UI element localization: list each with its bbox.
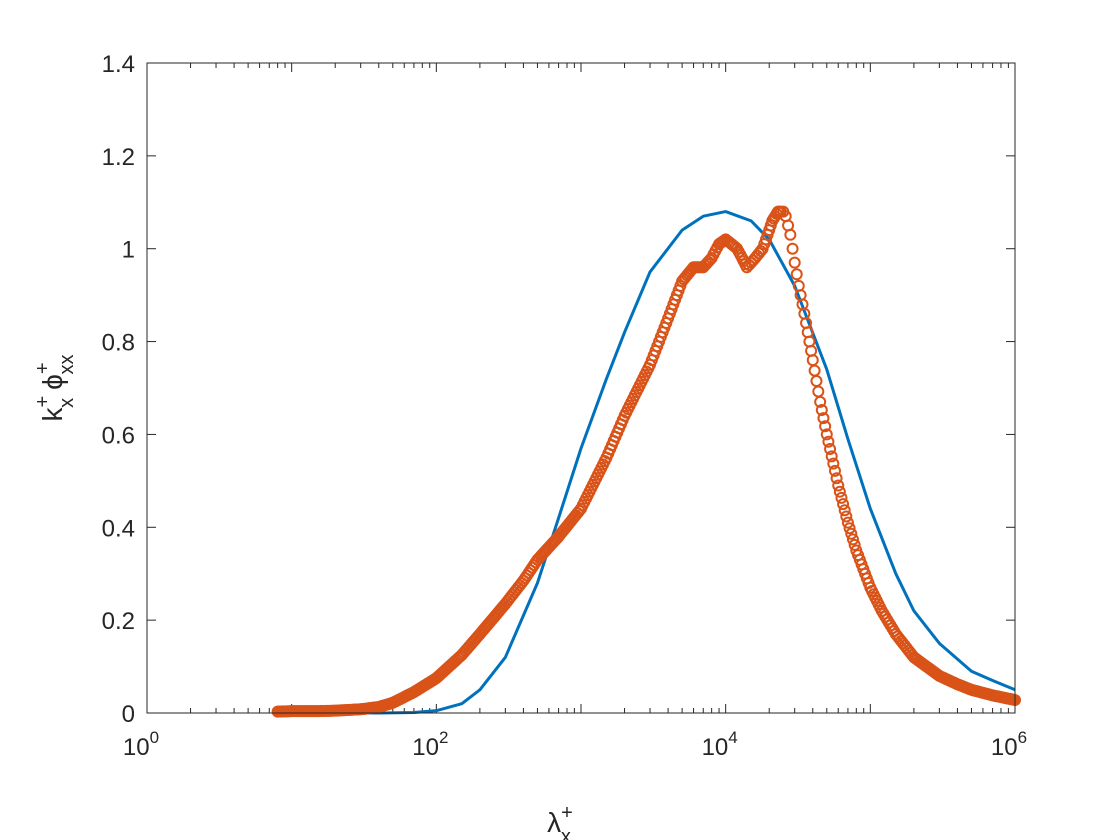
plot-frame xyxy=(146,62,1016,714)
y-axis-label-phi-sub: xx xyxy=(56,354,78,374)
x-axis-label-sup: + xyxy=(561,802,573,824)
data-point xyxy=(825,450,838,463)
data-point xyxy=(843,522,856,535)
y-tick-label: 1.2 xyxy=(102,144,135,171)
x-axis-label-base: λ xyxy=(547,807,561,838)
data-point xyxy=(838,504,851,517)
y-axis-label-phi: ϕ xyxy=(37,374,68,390)
x-axis-label-sub: x xyxy=(561,826,571,840)
data-point xyxy=(790,268,803,281)
y-tick-label: 0.6 xyxy=(102,422,135,449)
data-point xyxy=(828,464,841,477)
x-tick-label-base: 10 xyxy=(123,734,150,761)
y-tick-label: 1 xyxy=(122,237,135,264)
data-point xyxy=(832,479,845,492)
y-axis-label: k+ xϕ+ xx xyxy=(32,354,78,421)
x-tick-label: 106 xyxy=(991,728,1027,761)
y-axis-label-k-sup: + xyxy=(32,396,54,408)
data-point xyxy=(819,420,832,433)
x-tick-label-exp: 0 xyxy=(150,728,159,747)
data-point xyxy=(814,395,827,408)
series-layer xyxy=(271,205,1021,718)
data-point xyxy=(788,256,801,269)
data-point xyxy=(817,412,830,425)
y-tick-label: 0.4 xyxy=(102,515,135,542)
data-point xyxy=(845,527,858,540)
series-line xyxy=(291,210,1016,715)
data-point xyxy=(820,428,833,441)
x-tick-label-exp: 2 xyxy=(439,728,448,747)
data-point xyxy=(848,538,861,551)
x-tick-label: 100 xyxy=(123,728,159,761)
y-tick-label: 0 xyxy=(122,701,135,728)
x-tick-label-exp: 6 xyxy=(1018,728,1027,747)
data-point xyxy=(841,516,854,529)
x-tick-label-exp: 4 xyxy=(728,728,737,747)
plot-area-background xyxy=(147,63,1015,713)
series-markers xyxy=(271,205,1021,718)
data-point xyxy=(827,457,840,470)
data-point xyxy=(835,491,848,504)
x-tick-label-base: 10 xyxy=(412,734,439,761)
ticks-layer xyxy=(146,62,1016,714)
x-tick-label-base: 10 xyxy=(991,734,1018,761)
data-point xyxy=(784,228,797,241)
y-axis-label-k: k xyxy=(37,407,68,422)
data-point xyxy=(837,498,850,511)
data-point xyxy=(830,472,843,485)
y-axis-label-phi-sup: + xyxy=(32,362,54,374)
x-tick-label-base: 10 xyxy=(702,734,729,761)
data-point xyxy=(840,510,853,523)
y-tick-label: 0.8 xyxy=(102,330,135,357)
x-tick-label: 102 xyxy=(412,728,448,761)
data-point xyxy=(824,443,837,456)
data-point xyxy=(822,435,835,448)
y-axis-label-k-sub: x xyxy=(56,398,78,408)
y-tick-label: 0.2 xyxy=(102,608,135,635)
x-tick-label: 104 xyxy=(702,728,738,761)
data-point xyxy=(846,533,859,546)
data-point xyxy=(833,485,846,498)
data-point xyxy=(754,245,767,258)
data-point xyxy=(815,404,828,417)
data-point xyxy=(786,242,799,255)
x-axis-label: λ+ x xyxy=(547,802,573,840)
y-tick-label: 1.4 xyxy=(102,51,135,78)
